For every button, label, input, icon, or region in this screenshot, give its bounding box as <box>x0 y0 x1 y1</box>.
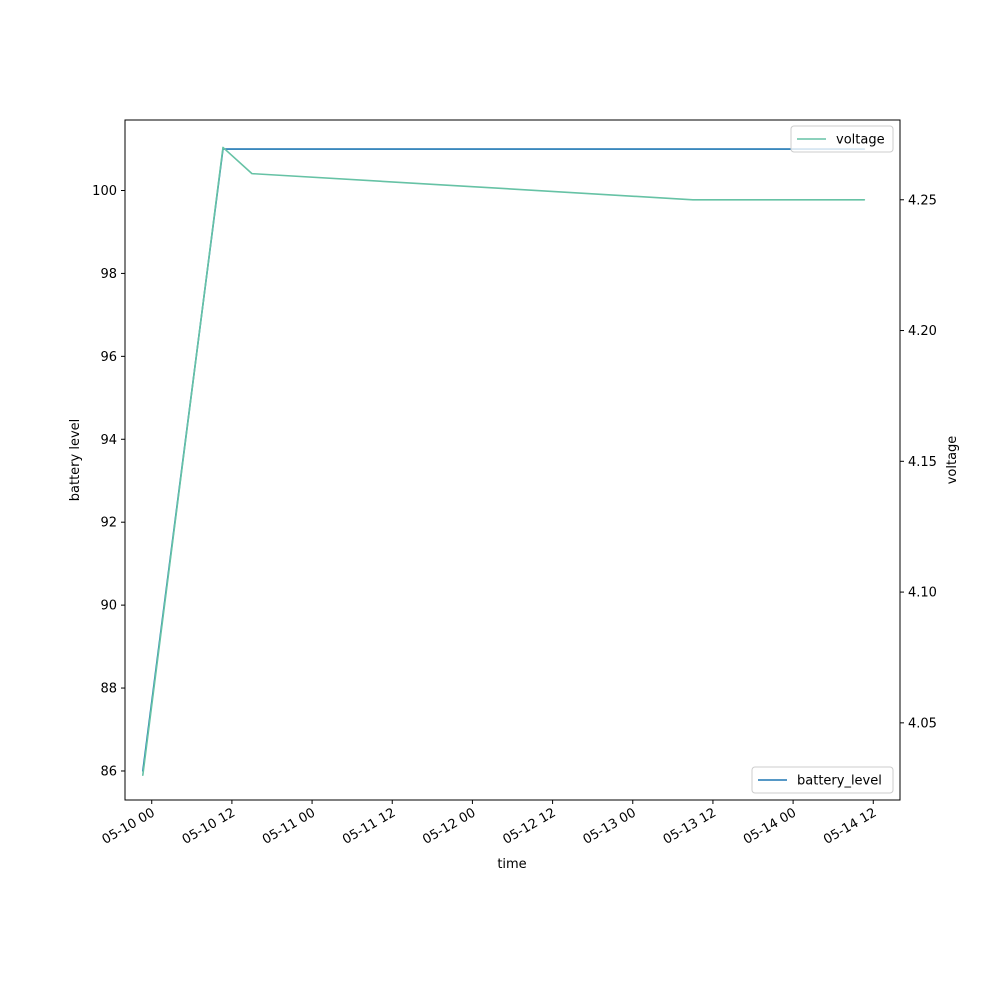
left-y-tick-label: 100 <box>92 184 117 199</box>
left-y-tick-label: 94 <box>100 433 117 448</box>
x-axis: 05-10 00 05-10 12 05-11 00 05-11 12 05-12 00… <box>100 800 879 848</box>
x-tick-label: 05-11 00 <box>260 805 318 847</box>
x-tick-label: 05-10 00 <box>100 805 158 847</box>
x-tick-label: 05-14 00 <box>741 805 799 847</box>
x-tick-label: 05-14 12 <box>821 805 879 847</box>
left-y-tick-label: 96 <box>100 350 117 365</box>
series-layer <box>142 146 866 776</box>
x-tick-label: 05-11 12 <box>340 805 398 847</box>
left-y-tick-label: 98 <box>100 267 117 282</box>
series-line-battery-level <box>142 148 866 772</box>
x-tick-label: 05-12 00 <box>420 805 478 847</box>
x-axis-label: time <box>497 857 526 872</box>
left-y-tick-label: 88 <box>100 682 117 697</box>
x-tick-label: 05-13 00 <box>581 805 639 847</box>
right-y-axis: 4.05 4.10 4.15 4.20 4.25 <box>900 193 937 731</box>
right-y-tick-label: 4.10 <box>908 586 937 601</box>
right-y-tick-label: 4.25 <box>908 193 937 208</box>
x-tick-label: 05-10 12 <box>180 805 238 847</box>
legend-voltage: voltage <box>790 125 894 153</box>
plot-frame <box>124 119 901 801</box>
left-y-tick-label: 92 <box>100 516 117 531</box>
right-y-tick-label: 4.20 <box>908 324 937 339</box>
legend-battery-level: battery_level <box>751 766 894 794</box>
right-y-tick-label: 4.05 <box>908 716 937 731</box>
left-y-axis-label: battery level <box>68 419 83 502</box>
left-y-tick-label: 86 <box>100 764 117 779</box>
legend-battery-level-label: battery_level <box>797 774 882 789</box>
right-y-axis-label: voltage <box>945 436 960 485</box>
right-y-tick-label: 4.15 <box>908 455 937 470</box>
x-tick-label: 05-13 12 <box>661 805 719 847</box>
left-y-tick-label: 90 <box>100 599 117 614</box>
x-tick-label: 05-12 12 <box>500 805 558 847</box>
legend-voltage-label: voltage <box>836 133 885 148</box>
series-line-voltage <box>142 146 866 776</box>
left-y-axis: 86 88 90 92 94 96 98 100 <box>92 184 125 779</box>
